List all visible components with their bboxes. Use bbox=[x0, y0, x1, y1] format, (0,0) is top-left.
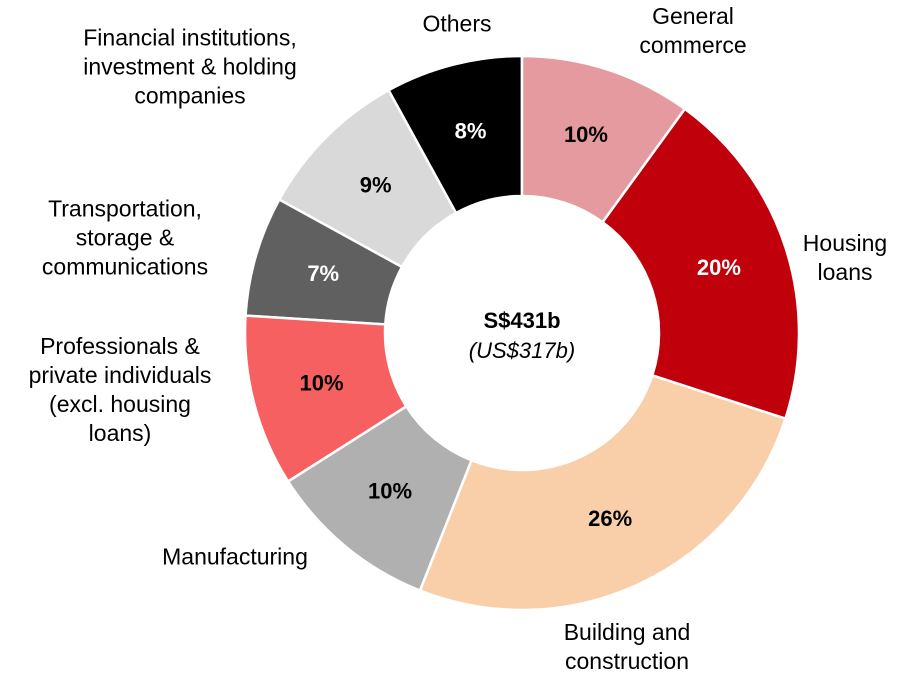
center-usd: (US$317b) bbox=[469, 338, 575, 363]
category-label: General commerce bbox=[639, 3, 747, 58]
slice bbox=[418, 373, 788, 612]
category-label: Housing loans bbox=[802, 230, 888, 285]
category-label: Financial institutions, investment & hol… bbox=[83, 24, 297, 109]
category-label: Professionals & private individuals (exc… bbox=[28, 333, 212, 446]
slice bbox=[520, 54, 687, 224]
category-label: Others bbox=[422, 10, 492, 37]
value-label: 20% bbox=[697, 255, 741, 280]
slice bbox=[600, 107, 801, 421]
category-label: Manufacturing bbox=[162, 543, 308, 570]
slice bbox=[243, 314, 409, 484]
category-label: Transportation, storage & communications bbox=[41, 195, 209, 280]
category-label: Building and construction bbox=[563, 619, 691, 674]
center-total: S$431b bbox=[483, 308, 560, 333]
value-label: 10% bbox=[564, 122, 608, 147]
value-label: 10% bbox=[368, 478, 412, 503]
value-label: 8% bbox=[455, 118, 487, 143]
value-label: 9% bbox=[360, 172, 392, 197]
slice bbox=[244, 197, 404, 326]
value-label: 7% bbox=[307, 261, 339, 286]
value-label: 10% bbox=[299, 370, 343, 395]
slice bbox=[286, 404, 474, 593]
value-label: 26% bbox=[588, 506, 632, 531]
